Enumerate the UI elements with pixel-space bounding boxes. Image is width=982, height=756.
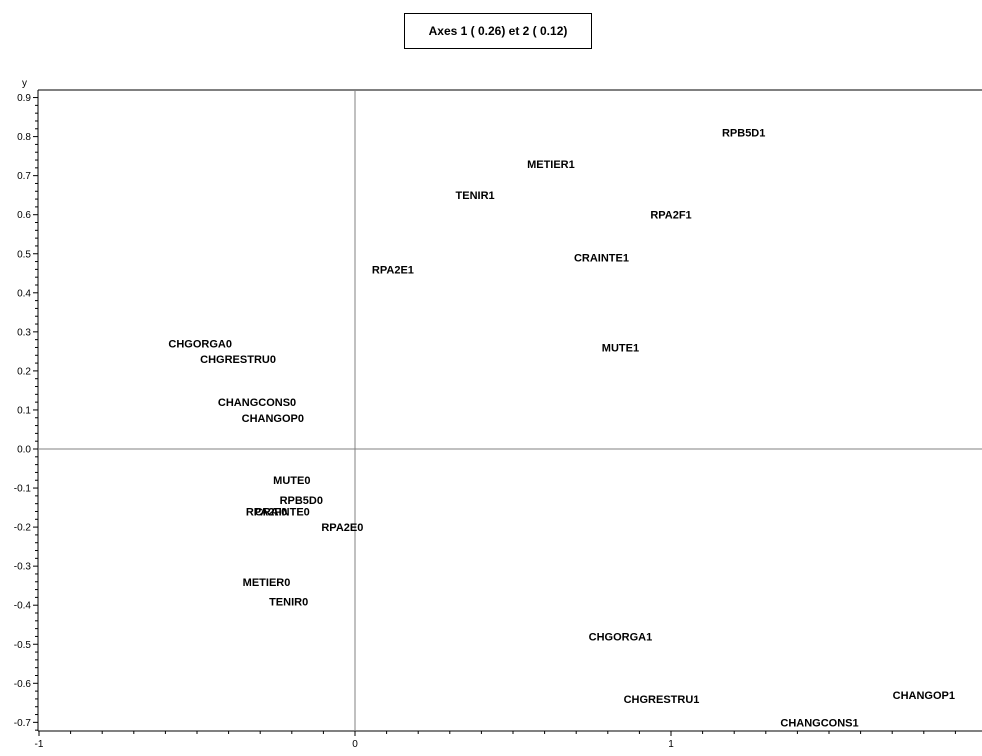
y-tick-label: -0.6 xyxy=(14,679,32,690)
point-label: RPA2E1 xyxy=(372,264,414,276)
point-label: CHANGCONS1 xyxy=(780,717,858,729)
point-label: MUTE1 xyxy=(602,342,639,354)
point-label: RPB5D0 xyxy=(280,495,323,507)
point-label: MUTE0 xyxy=(273,475,310,487)
y-tick-label: 0.0 xyxy=(17,445,31,456)
x-tick-label: 0 xyxy=(352,739,358,750)
point-label: CHGRESTRU0 xyxy=(200,354,276,366)
point-label: TENIR0 xyxy=(269,596,308,608)
point-label: CHANGOP1 xyxy=(893,690,955,702)
y-tick-label: -0.3 xyxy=(14,562,32,573)
point-label: CHGORGA0 xyxy=(168,339,232,351)
x-tick-label: -1 xyxy=(35,739,44,750)
point-label: METIER1 xyxy=(527,159,575,171)
point-label: CRAINTE0 xyxy=(255,506,310,518)
y-tick-label: 0.4 xyxy=(17,288,31,299)
point-label: CHGRESTRU1 xyxy=(624,694,700,706)
reference-lines xyxy=(38,90,982,731)
y-tick-label: -0.2 xyxy=(14,523,32,534)
chart-title: Axes 1 ( 0.26) et 2 ( 0.12) xyxy=(404,13,592,49)
plot-frame xyxy=(37,89,982,732)
y-tick-label: -0.1 xyxy=(14,484,32,495)
y-tick-label: 0.6 xyxy=(17,210,31,221)
point-label: RPA2F1 xyxy=(650,210,691,222)
point-label: RPA2E0 xyxy=(321,522,363,534)
point-label: RPB5D1 xyxy=(722,128,765,140)
y-tick-label: 0.2 xyxy=(17,366,31,377)
point-label: CHGORGA1 xyxy=(589,631,653,643)
y-axis-label: y xyxy=(22,78,27,89)
point-label: CHANGOP0 xyxy=(242,413,304,425)
y-tick-label: 0.8 xyxy=(17,132,31,143)
point-labels: RPB5D1 METIER1 TENIR1 RPA2F1 CRAINTE1 RPA2E1 M… xyxy=(168,128,955,730)
y-tick-label: 0.3 xyxy=(17,327,31,338)
x-tick-label: 1 xyxy=(668,739,674,750)
y-tick-label: 0.9 xyxy=(17,93,31,104)
point-label: METIER0 xyxy=(243,577,291,589)
y-tick-label: -0.5 xyxy=(14,640,32,651)
axis-ticks: 0.9 0.8 0.7 0.6 0.5 0.4 0.3 0.2 0.1 0.0 -0.1 -0.2 -0… xyxy=(14,93,956,750)
y-tick-label: 0.5 xyxy=(17,249,31,260)
y-tick-label: -0.7 xyxy=(14,718,32,729)
y-tick-label: 0.1 xyxy=(17,405,31,416)
point-label: TENIR1 xyxy=(456,190,495,202)
point-label: CHANGCONS0 xyxy=(218,397,296,409)
point-label: CRAINTE1 xyxy=(574,253,629,265)
point-label: RPA2F0 xyxy=(246,506,287,518)
y-tick-label: 0.7 xyxy=(17,171,31,182)
y-tick-label: -0.4 xyxy=(14,601,32,612)
